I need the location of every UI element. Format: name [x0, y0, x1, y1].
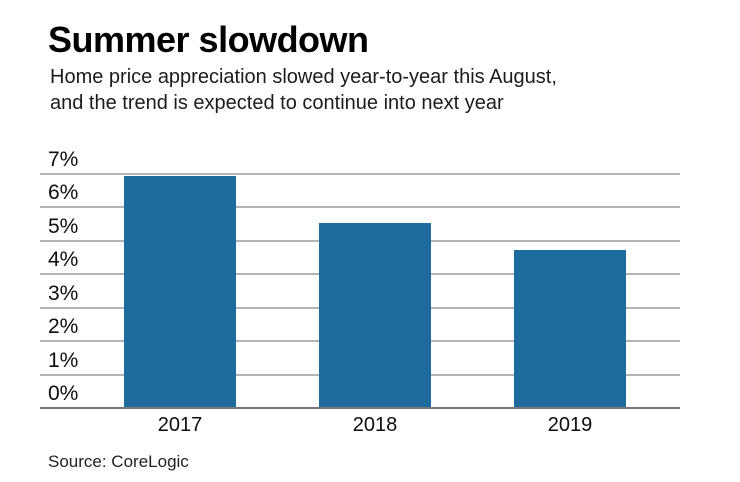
y-tick-label: 0% [48, 382, 79, 405]
y-tick-label: 1% [48, 348, 79, 372]
y-tick-label: 5% [48, 214, 79, 238]
chart-subtitle: Home price appreciation slowed year-to-y… [50, 64, 557, 116]
subtitle-line-1: Home price appreciation slowed year-to-y… [50, 66, 557, 88]
subtitle-line-2: and the trend is expected to continue in… [50, 92, 504, 114]
bar-2017 [124, 176, 236, 407]
y-tick-label: 7% [48, 148, 79, 171]
bar-chart-plot: 0% 1% 2% 3% 4% 5% 6% 7% 2017 2018 2019 [40, 148, 680, 436]
bar-2018 [319, 223, 431, 407]
y-tick-label: 6% [48, 181, 79, 205]
chart-title: Summer slowdown [48, 19, 369, 60]
y-tick-label: 3% [48, 281, 79, 305]
x-axis-label: 2018 [352, 414, 398, 436]
gridline [40, 173, 680, 175]
source-note: Source: CoreLogic [48, 452, 189, 471]
gridline [40, 206, 680, 209]
x-axis-line [40, 407, 680, 409]
x-axis-label: 2017 [157, 414, 203, 436]
x-axis-label: 2019 [547, 414, 593, 436]
y-tick-label: 4% [48, 248, 79, 272]
y-tick-label: 2% [48, 315, 79, 339]
bar-2019 [514, 249, 626, 407]
